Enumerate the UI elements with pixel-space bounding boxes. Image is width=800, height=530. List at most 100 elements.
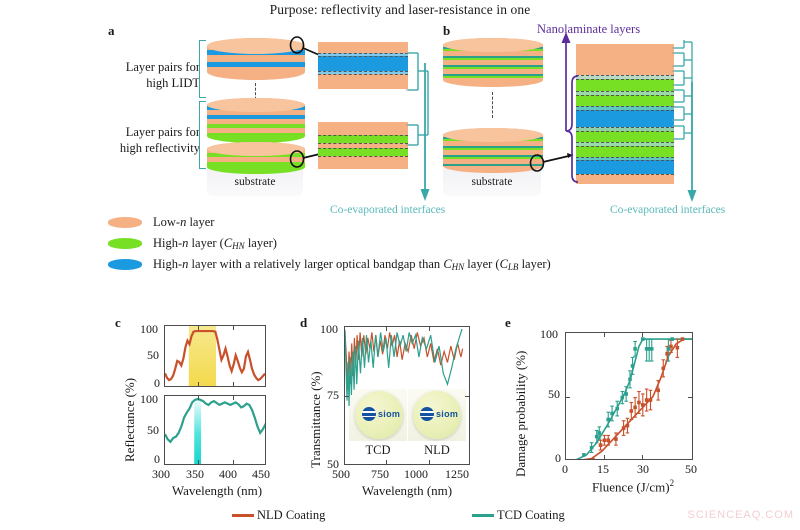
- panel-a-label-lidt: Layer pairs for high LIDT: [125, 60, 200, 90]
- panel-a-stack-top: [207, 38, 305, 85]
- tick-x: [386, 327, 388, 331]
- legend-line-tcd-icon: [472, 514, 494, 517]
- panel-c-ytick-100: 100: [140, 322, 158, 336]
- panel-b-nanolaminate-label: Nanolaminate layers: [537, 22, 641, 36]
- panel-b-blowup: [576, 44, 674, 184]
- bracket-lidt: [199, 40, 206, 98]
- legend-text-nld: NLD Coating: [257, 508, 326, 522]
- bottom-legend-item-nld: NLD Coating: [232, 508, 325, 523]
- panel-e-ytick-0: 0: [555, 451, 561, 465]
- panel-b-stack-top: [443, 38, 543, 92]
- panel-d-xlabel: Wavelength (nm): [361, 483, 453, 498]
- tick-x: [603, 333, 605, 337]
- tick-x: [232, 326, 234, 330]
- legend-line-nld-icon: [232, 514, 254, 517]
- cylinder-b-top-svg: [443, 38, 543, 87]
- siom-globe-icon: [420, 407, 434, 421]
- panel-a-stack-bottom: [207, 142, 305, 179]
- panel-a-coevaporated-label: Co-evaporated interfaces: [330, 204, 446, 216]
- panel-a-letter: a: [108, 23, 115, 38]
- panel-c-ytick2-0: 0: [154, 452, 160, 466]
- legend-row-high-n-clb: High-n layer with a relatively larger op…: [108, 254, 551, 275]
- panel-a-ellipsis-top: [255, 83, 256, 109]
- panel-a-blowup-lidt: [318, 42, 408, 89]
- siom-logo-tcd: siom: [362, 407, 400, 421]
- panel-e-xlabel-sup: 2: [669, 478, 675, 488]
- bottom-legend-item-tcd: TCD Coating: [472, 508, 565, 523]
- tick-x: [198, 326, 200, 330]
- panel-c-bottom-svg: [165, 396, 266, 464]
- panel-e-xtick-30: 30: [637, 462, 649, 476]
- tick-x: [232, 460, 234, 464]
- tick-x: [603, 455, 605, 459]
- panel-d-letter: d: [300, 315, 308, 330]
- legend-row-high-n-chn: High-n layer (CHN layer): [108, 233, 551, 254]
- panel-c-xtick-350: 350: [186, 467, 204, 481]
- panel-d-caption-tcd: TCD: [365, 443, 391, 457]
- swatch-low-n-icon: [108, 217, 142, 228]
- panel-b-callout: [529, 153, 574, 172]
- tick-x: [198, 396, 200, 400]
- swatch-high-n-chn-icon: [108, 238, 142, 249]
- legend-label-high-n-clb: High-n layer with a relatively larger op…: [153, 257, 551, 272]
- tick-x: [428, 327, 430, 331]
- tick-y: [566, 396, 570, 398]
- cylinder-lidt-top-svg: [207, 38, 305, 80]
- swatch-high-n-clb-icon: [108, 259, 142, 270]
- panel-d-ytick-50: 50: [327, 457, 339, 471]
- panel-c-xtick-300: 300: [152, 467, 170, 481]
- panel-e-letter: e: [505, 315, 511, 330]
- panel-d-xtick-1000: 1000: [404, 467, 428, 481]
- panel-e-svg: [576, 337, 692, 459]
- panel-d-ytick-100: 100: [320, 322, 338, 336]
- panel-d-svg: [345, 329, 464, 407]
- panel-c-xtick-400: 400: [219, 467, 237, 481]
- panel-b-letter: b: [443, 23, 451, 38]
- watermark: SCIENCEAQ.COM: [687, 509, 794, 521]
- purpose-title: Purpose: reflectivity and laser-resistan…: [269, 2, 531, 17]
- panel-a-interface-brackets: [406, 52, 429, 146]
- bracket-reflectivity: [199, 101, 206, 169]
- tick-x: [386, 460, 388, 464]
- panel-c-ylabel: Reflectance (%): [122, 377, 137, 462]
- panel-c-xtick-450: 450: [252, 467, 270, 481]
- panel-a-stack-middle: [207, 98, 305, 148]
- panel-a-blowup-reflectivity: [318, 122, 408, 169]
- panel-e-ytick-50: 50: [548, 387, 560, 401]
- panel-b-nanolaminate-bracket: [561, 32, 579, 183]
- panel-e-xlabel: Fluence (J/cm)2: [558, 478, 708, 495]
- legend-label-low-n: Low-n layer: [153, 215, 215, 229]
- tick-y: [345, 396, 349, 397]
- siom-logo-text-nld: siom: [436, 409, 459, 419]
- panel-c-letter: c: [115, 315, 121, 330]
- legend-row-low-n: Low-n layer: [108, 212, 551, 233]
- tick-y: [465, 396, 469, 397]
- cylinder-reflect-svg: [207, 142, 305, 174]
- panel-c-ytick-0: 0: [154, 376, 160, 390]
- panel-a-teal-arrow: [420, 63, 430, 201]
- panel-b-teal-arrow: [687, 82, 697, 202]
- panel-e-xtick-15: 15: [597, 462, 609, 476]
- tick-x: [428, 460, 430, 464]
- panel-e-plot: [565, 332, 693, 460]
- panel-c-xlabel: Wavelength (nm): [171, 483, 263, 498]
- panel-c-ytick2-50: 50: [147, 423, 159, 437]
- tick-x: [232, 396, 234, 400]
- panel-c-top-svg: [165, 326, 266, 386]
- tick-x: [642, 333, 644, 337]
- panel-c-ytick2-100: 100: [140, 392, 158, 406]
- panel-d-xtick-750: 750: [371, 467, 389, 481]
- material-legend: Low-n layer High-n layer (CHN layer) Hig…: [108, 212, 551, 275]
- panel-b-ellipsis: [492, 92, 493, 118]
- cylinder-middle-svg: [207, 98, 305, 143]
- panel-d-xtick-500: 500: [332, 467, 350, 481]
- panel-e-xtick-0: 0: [562, 462, 568, 476]
- panel-c-top-plot: [164, 325, 266, 387]
- siom-logo-nld: siom: [420, 407, 458, 421]
- tick-x: [642, 455, 644, 459]
- legend-label-high-n-chn: High-n layer (CHN layer): [153, 236, 277, 251]
- panel-d-inset-tcd: siom: [349, 389, 407, 441]
- panel-c-bottom-plot: [164, 395, 266, 465]
- panel-a-label-reflectivity: Layer pairs for high reflectivity: [119, 125, 200, 155]
